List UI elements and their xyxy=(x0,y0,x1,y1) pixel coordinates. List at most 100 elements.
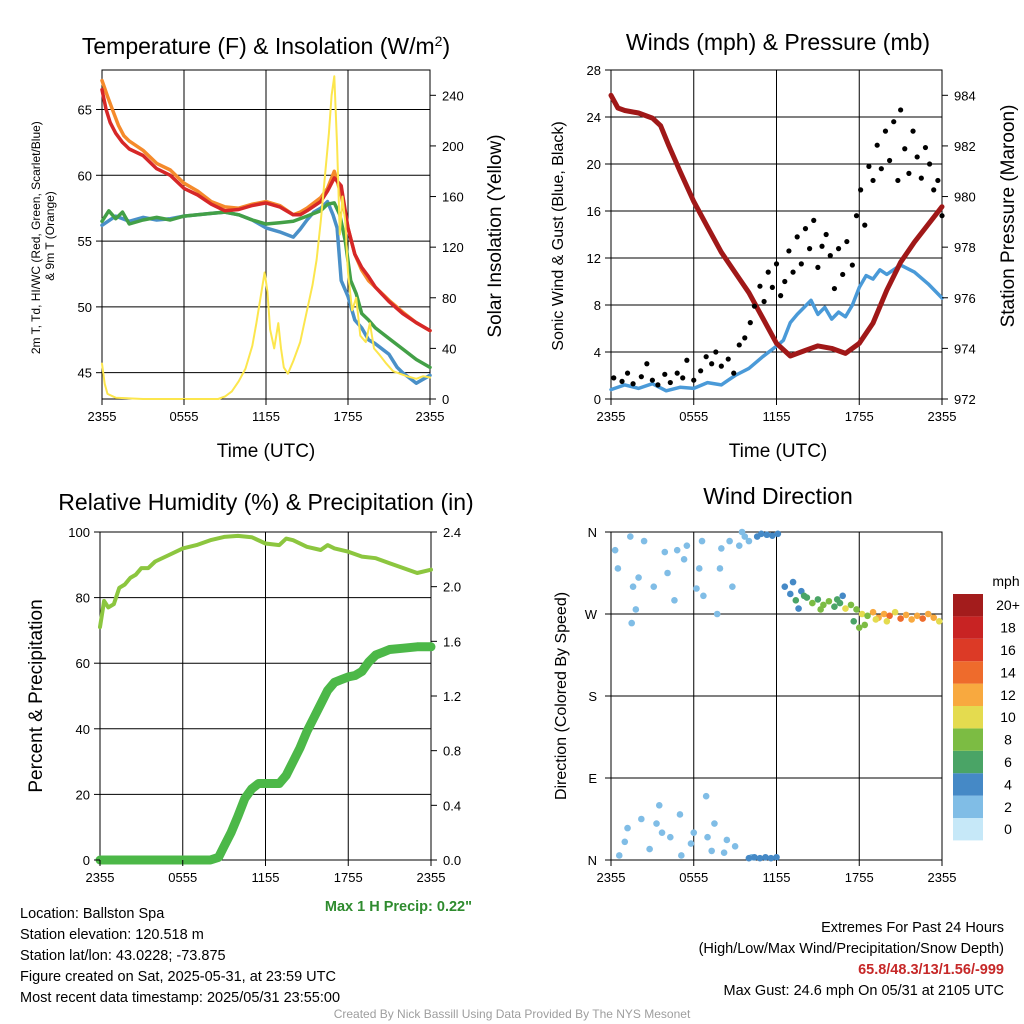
gust-point xyxy=(667,379,673,386)
winds-grid xyxy=(611,70,942,399)
extremes-subtitle: (High/Low/Max Wind/Precipitation/Snow De… xyxy=(698,941,1004,957)
direction-point xyxy=(615,852,623,859)
direction-point xyxy=(676,811,684,818)
x-tick-label: 0555 xyxy=(679,409,708,424)
gust-point xyxy=(807,246,813,252)
x-tick-label: 2355 xyxy=(597,409,626,424)
gust-point xyxy=(935,177,941,184)
direction-point xyxy=(842,605,849,612)
direction-point xyxy=(700,592,707,600)
direction-point xyxy=(745,537,753,545)
legend-label: 12 xyxy=(1000,687,1016,703)
x-tick-label: 1155 xyxy=(252,870,280,885)
direction-point xyxy=(814,596,822,603)
gust-point xyxy=(662,371,668,377)
direction-point xyxy=(919,615,926,622)
y-tick-label: 0.0 xyxy=(443,853,461,868)
gust-point xyxy=(619,378,625,384)
y-tick-label: 2.0 xyxy=(443,580,461,595)
direction-chart-title: Wind Direction xyxy=(703,483,853,509)
station-location: Location: Ballston Spa xyxy=(20,906,165,922)
temperature-y-axis-label-line-2: & 9m T (Orange) xyxy=(43,191,57,281)
y-tick-label: 1.2 xyxy=(443,689,461,704)
legend-label: 20+ xyxy=(996,597,1020,613)
insolation-y-ticks: 0 40 80 120 160 200 240 xyxy=(430,88,464,407)
humidity-chart-title: Relative Humidity (%) & Precipitation (i… xyxy=(58,489,473,515)
y-tick-label: 982 xyxy=(954,139,976,154)
legend-swatch xyxy=(953,728,983,751)
temperature-line xyxy=(100,87,432,333)
direction-point xyxy=(763,531,771,539)
legend-swatch xyxy=(953,773,983,796)
gust-point xyxy=(895,177,901,184)
direction-point xyxy=(774,530,782,538)
gust-point xyxy=(891,119,897,125)
gust-point xyxy=(757,283,763,289)
legend-swatch xyxy=(953,638,983,662)
temperature-y-axis-label: 2m T, Td, HI/WC (Red, Green, Scarlet/Blu… xyxy=(29,118,57,354)
gust-point xyxy=(630,381,636,387)
y-tick-label: 40 xyxy=(442,341,456,356)
y-tick-label: W xyxy=(585,607,598,622)
temperature-y-axis-label-line-1: 2m T, Td, HI/WC (Red, Green, Scarlet/Blu… xyxy=(29,121,43,354)
gust-point xyxy=(773,261,780,267)
winds-x-ticks: 2355 0555 1155 1755 2355 xyxy=(597,399,956,424)
speed-legend-title: mph xyxy=(992,573,1019,589)
direction-point xyxy=(883,617,891,625)
gust-point xyxy=(914,154,920,160)
gust-point xyxy=(703,354,709,360)
direction-point xyxy=(693,585,700,592)
gust-point xyxy=(778,293,784,299)
direction-point xyxy=(869,608,877,616)
x-tick-label: 1755 xyxy=(334,409,363,424)
y-tick-label: 976 xyxy=(954,291,976,306)
direction-point xyxy=(638,815,645,823)
direction-point xyxy=(729,583,736,590)
x-tick-label: 2355 xyxy=(417,870,446,885)
y-tick-label: 2.4 xyxy=(443,525,461,540)
direction-point xyxy=(833,596,841,603)
direction-point xyxy=(718,545,725,552)
direction-point xyxy=(680,556,688,563)
direction-point xyxy=(773,853,780,861)
gust-point xyxy=(782,278,788,285)
gust-point xyxy=(870,177,876,184)
legend-swatch xyxy=(953,594,983,617)
direction-point xyxy=(621,838,629,846)
y-tick-label: S xyxy=(588,689,597,704)
legend-swatch xyxy=(953,706,983,729)
direction-point xyxy=(853,606,860,613)
y-tick-label: 4 xyxy=(594,345,601,360)
direction-point xyxy=(731,843,739,850)
y-tick-label: 980 xyxy=(954,190,976,205)
solar_insolation-line xyxy=(101,75,431,400)
gust-point xyxy=(644,361,650,367)
winds-y-axis-label: Sonic Wind & Gust (Blue, Black) xyxy=(550,121,567,350)
direction-point xyxy=(646,845,653,853)
direction-point xyxy=(858,610,866,618)
gust-point xyxy=(853,213,860,219)
insolation-y-axis-label: Solar Insolation (Yellow) xyxy=(485,134,506,337)
gust-point xyxy=(827,253,833,259)
direction-point xyxy=(614,565,622,572)
y-tick-label: 45 xyxy=(78,366,92,381)
gust-point xyxy=(902,146,908,152)
y-tick-label: 50 xyxy=(78,300,92,315)
gust-point xyxy=(731,370,737,376)
extremes-values: 65.8/48.3/13/1.56/-999 xyxy=(858,962,1004,978)
x-tick-label: 2355 xyxy=(597,870,626,885)
y-tick-label: 972 xyxy=(954,392,976,407)
temperature-series xyxy=(100,75,432,400)
gust-point xyxy=(926,161,933,167)
legend-label: 18 xyxy=(1000,620,1016,636)
y-tick-label: 240 xyxy=(442,88,464,103)
direction-point xyxy=(855,624,863,631)
x-tick-label: 0555 xyxy=(679,870,708,885)
gust-point xyxy=(802,226,809,232)
direction-point xyxy=(702,792,710,800)
direction-point xyxy=(745,854,753,862)
legend-label: 0 xyxy=(1004,821,1012,837)
temperature-x-ticks: 2355 0555 1155 1755 2355 xyxy=(88,399,444,424)
y-tick-label: N xyxy=(588,853,597,868)
